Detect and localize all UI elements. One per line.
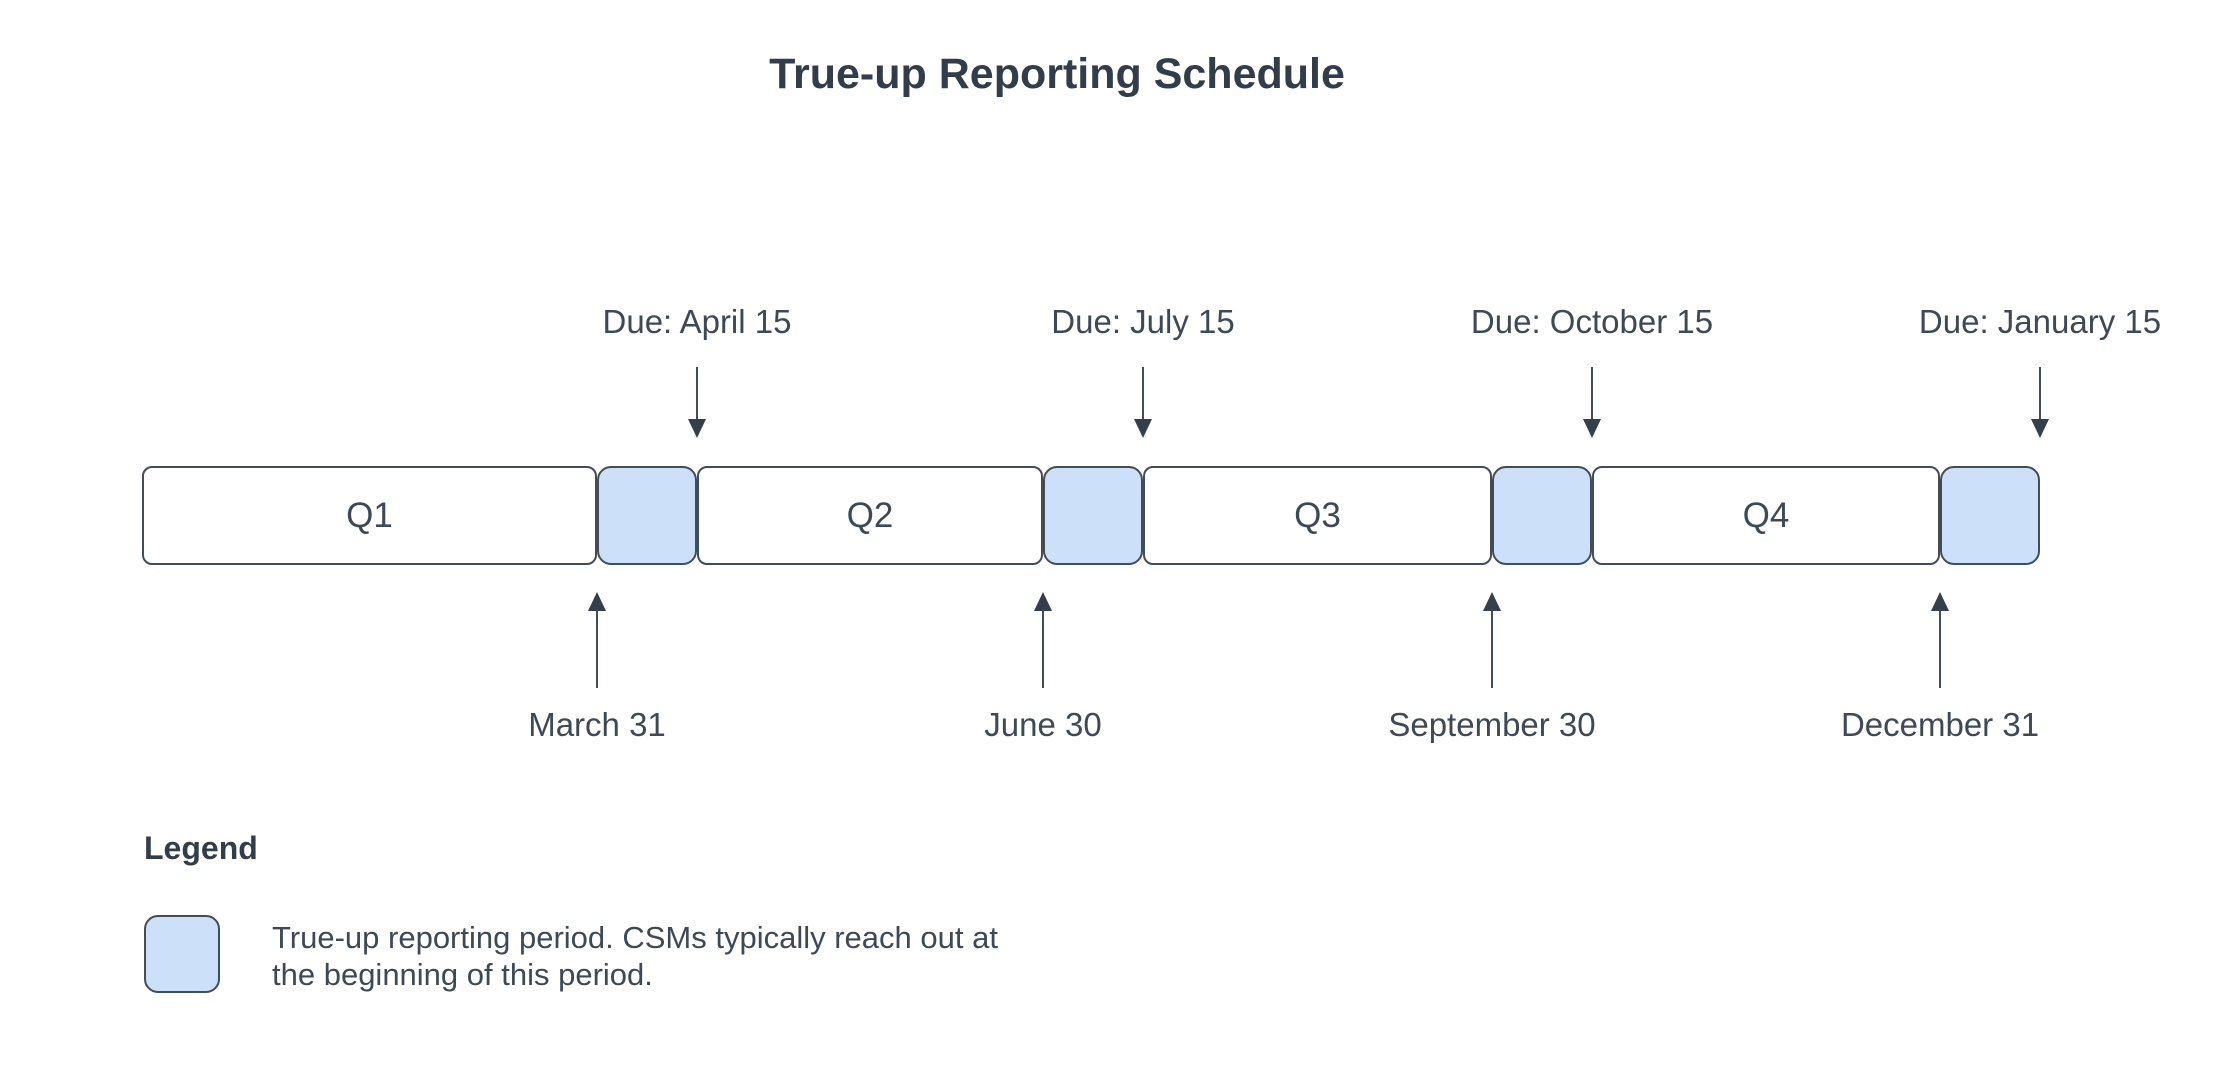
due-date-label: Due: April 15 [602, 303, 792, 340]
legend-heading: Legend [144, 830, 258, 866]
down-arrow-icon [688, 367, 706, 438]
arrow-shaft [696, 367, 698, 420]
arrow-shaft [596, 610, 598, 688]
arrow-shaft [1042, 610, 1044, 688]
arrow-shaft [1491, 610, 1493, 688]
legend-description-line: the beginning of this period. [272, 957, 653, 992]
arrow-shaft [1591, 367, 1593, 420]
arrow-head [1931, 592, 1949, 611]
quarter-label: Q4 [1742, 495, 1790, 535]
arrow-shaft [2039, 367, 2041, 420]
due-date-label: Due: October 15 [1470, 303, 1714, 340]
arrow-head [688, 419, 706, 438]
trueup-period-segment-2 [1043, 466, 1143, 565]
quarter-end-date-label: September 30 [1388, 706, 1596, 743]
quarter-label: Q3 [1294, 495, 1341, 535]
up-arrow-icon [1483, 592, 1501, 688]
legend-description-line: True-up reporting period. CSMs typically… [272, 920, 998, 955]
quarter-end-date-label: June 30 [984, 706, 1102, 743]
due-date-label: Due: January 15 [1918, 303, 2162, 340]
trueup-period-segment-3 [1492, 466, 1592, 565]
arrow-shaft [1142, 367, 1144, 420]
arrow-shaft [1939, 610, 1941, 688]
up-arrow-icon [1034, 592, 1052, 688]
legend-description: True-up reporting period. CSMs typically… [272, 919, 998, 993]
quarter-end-date-label: December 31 [1840, 706, 2040, 743]
arrow-head [1483, 592, 1501, 611]
quarter-segment-q4: Q4 [1592, 466, 1940, 565]
trueup-period-segment-1 [597, 466, 697, 565]
page-title: True-up Reporting Schedule [769, 50, 1345, 98]
down-arrow-icon [1583, 367, 1601, 438]
arrow-head [1034, 592, 1052, 611]
arrow-head [588, 592, 606, 611]
due-date-label: Due: July 15 [1051, 303, 1235, 340]
quarter-segment-q1: Q1 [142, 466, 597, 565]
quarter-label: Q2 [846, 495, 894, 535]
quarter-label: Q1 [346, 495, 393, 535]
down-arrow-icon [1134, 367, 1152, 438]
trueup-period-swatch [144, 915, 220, 993]
arrow-head [2031, 419, 2049, 438]
quarter-segment-q2: Q2 [697, 466, 1043, 565]
arrow-head [1134, 419, 1152, 438]
down-arrow-icon [2031, 367, 2049, 438]
up-arrow-icon [588, 592, 606, 688]
arrow-head [1583, 419, 1601, 438]
quarter-end-date-label: March 31 [528, 706, 666, 743]
trueup-period-segment-4 [1940, 466, 2040, 565]
quarter-segment-q3: Q3 [1143, 466, 1492, 565]
timeline-bar: Q1 Q2 Q3 Q4 [142, 466, 2040, 565]
up-arrow-icon [1931, 592, 1949, 688]
